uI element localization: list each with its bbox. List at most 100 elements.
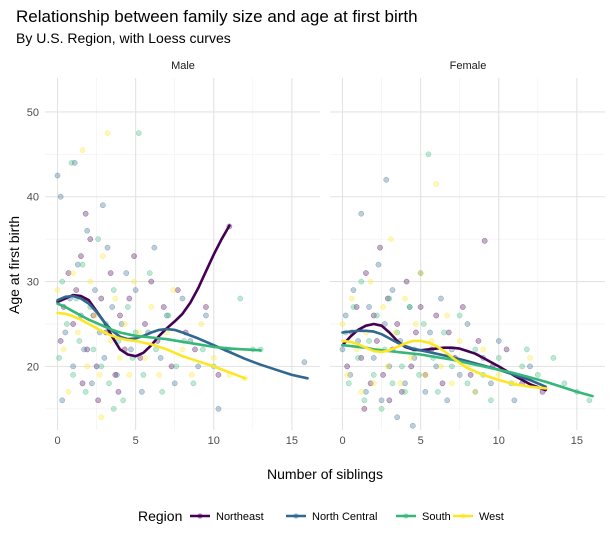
gridlines-male bbox=[45, 78, 320, 430]
point-northeast-female-25 bbox=[467, 372, 474, 378]
gridlines-female bbox=[330, 78, 605, 430]
point-north-central-female-35 bbox=[383, 176, 390, 183]
legend-label-northeast: Northeast bbox=[216, 511, 264, 523]
point-north-central-female-8 bbox=[370, 355, 377, 361]
loess-curve-northeast-female bbox=[341, 322, 547, 392]
point-north-central-female-11 bbox=[381, 321, 388, 327]
legend-item-west: West bbox=[453, 511, 504, 523]
point-northeast-female-15 bbox=[408, 363, 415, 370]
point-northeast-male-2 bbox=[65, 270, 72, 276]
point-north-central-male-16 bbox=[114, 372, 120, 378]
point-south-female-27 bbox=[472, 346, 479, 353]
legend-key-point-northeast bbox=[197, 513, 203, 519]
point-south-male-23 bbox=[146, 270, 153, 276]
point-south-female-5 bbox=[361, 397, 368, 404]
point-northeast-female-33 bbox=[386, 397, 393, 404]
point-north-central-male-20 bbox=[132, 287, 139, 293]
point-south-male-7 bbox=[79, 261, 86, 268]
point-west-female-7 bbox=[370, 380, 377, 387]
point-south-male-30 bbox=[199, 346, 206, 353]
point-south-female-20 bbox=[425, 151, 432, 158]
point-northeast-male-32 bbox=[95, 397, 101, 404]
legend-label-west: West bbox=[479, 511, 504, 523]
point-north-central-female-13 bbox=[389, 287, 396, 293]
point-northeast-female-20 bbox=[433, 312, 440, 319]
point-northeast-male-29 bbox=[215, 372, 222, 378]
point-north-central-female-6 bbox=[363, 388, 369, 395]
point-northeast-male-33 bbox=[115, 388, 122, 395]
point-northeast-female-14 bbox=[403, 278, 410, 285]
point-north-central-male-26 bbox=[171, 380, 178, 387]
point-north-central-male-17 bbox=[118, 321, 125, 327]
point-north-central-male-8 bbox=[81, 346, 87, 353]
legend-label-south: South bbox=[422, 511, 451, 523]
point-west-male-26 bbox=[198, 321, 205, 327]
point-south-male-21 bbox=[135, 130, 142, 136]
point-northeast-male-10 bbox=[93, 363, 100, 370]
point-south-female-22 bbox=[434, 388, 441, 395]
point-northeast-female-12 bbox=[394, 321, 401, 327]
point-north-central-male-15 bbox=[109, 304, 116, 310]
legend-item-northeast: Northeast bbox=[190, 511, 264, 523]
point-west-female-18 bbox=[422, 372, 429, 378]
point-west-male-14 bbox=[117, 355, 123, 361]
point-west-female-22 bbox=[444, 312, 451, 319]
point-northeast-female-8 bbox=[377, 244, 383, 251]
point-west-female-16 bbox=[413, 321, 419, 327]
point-northeast-male-24 bbox=[168, 363, 175, 370]
point-south-male-3 bbox=[68, 159, 75, 166]
legend-title: Region bbox=[138, 508, 182, 524]
point-west-female-13 bbox=[397, 380, 404, 387]
point-northeast-female-7 bbox=[374, 338, 380, 344]
x-tick-label-male-1: 5 bbox=[133, 435, 139, 447]
point-south-male-25 bbox=[159, 388, 166, 395]
facet-label-female: Female bbox=[450, 60, 487, 72]
point-north-central-female-7 bbox=[366, 304, 372, 310]
point-north-central-male-14 bbox=[104, 244, 111, 251]
facet-panel-male: 0 5 10 15 20 30 40 50 bbox=[27, 78, 320, 447]
point-west-female-28 bbox=[495, 372, 502, 378]
point-south-male-14 bbox=[106, 380, 112, 387]
point-north-central-female-2 bbox=[347, 372, 354, 378]
point-west-male-0 bbox=[54, 287, 61, 293]
point-north-central-female-23 bbox=[438, 295, 444, 302]
point-north-central-male-18 bbox=[123, 270, 130, 276]
x-tick-label-female-2: 10 bbox=[493, 435, 505, 447]
point-northeast-male-25 bbox=[174, 287, 181, 293]
legend: Region Northeast North Central South West bbox=[138, 508, 504, 524]
point-north-central-female-26 bbox=[456, 372, 463, 378]
point-south-male-26 bbox=[165, 312, 172, 319]
point-northeast-male-4 bbox=[73, 287, 80, 293]
point-north-central-female-10 bbox=[378, 397, 385, 404]
point-west-male-11 bbox=[104, 130, 111, 136]
point-northeast-male-3 bbox=[70, 321, 76, 327]
point-south-male-15 bbox=[110, 287, 117, 293]
point-north-central-female-16 bbox=[402, 380, 408, 387]
point-west-male-4 bbox=[74, 329, 81, 336]
point-northeast-female-5 bbox=[367, 380, 374, 387]
point-south-female-11 bbox=[386, 295, 393, 302]
point-west-female-21 bbox=[438, 363, 444, 370]
point-west-male-1 bbox=[60, 346, 67, 353]
point-south-male-22 bbox=[140, 372, 147, 378]
points-west-female bbox=[339, 181, 549, 395]
point-northeast-male-15 bbox=[117, 312, 123, 319]
facet-label-male: Male bbox=[171, 60, 195, 72]
legend-key-point-north-central bbox=[293, 513, 299, 519]
point-west-female-11 bbox=[388, 236, 394, 243]
legend-key-point-west bbox=[460, 513, 466, 519]
point-west-male-27 bbox=[210, 355, 217, 361]
point-north-central-male-30 bbox=[203, 312, 209, 319]
point-south-male-2 bbox=[64, 321, 70, 327]
point-northeast-male-17 bbox=[126, 295, 133, 302]
point-west-male-10 bbox=[99, 253, 106, 259]
x-tick-label-female-3: 15 bbox=[571, 435, 583, 447]
y-tick-label-0: 20 bbox=[27, 361, 39, 373]
point-west-male-2 bbox=[65, 388, 72, 395]
point-north-central-male-5 bbox=[70, 363, 76, 370]
point-south-male-8 bbox=[82, 388, 89, 395]
point-northeast-female-16 bbox=[413, 329, 419, 336]
point-west-female-14 bbox=[402, 295, 408, 302]
point-northeast-male-20 bbox=[142, 321, 148, 327]
